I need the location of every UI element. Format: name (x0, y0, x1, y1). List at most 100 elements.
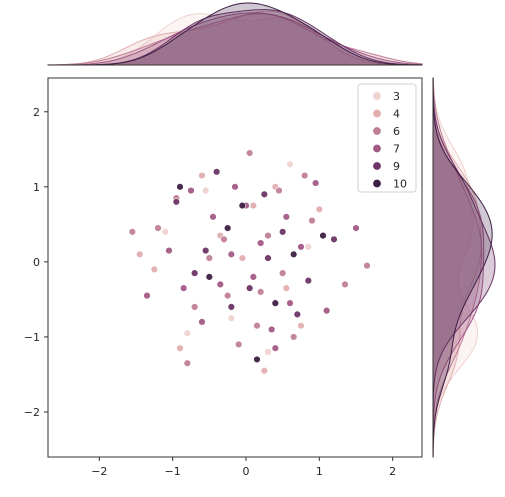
scatter-point-hue-7 (216, 280, 225, 289)
scatter-point-hue-7 (209, 213, 217, 221)
scatter-point-hue-7 (352, 224, 360, 232)
scatter-point-hue-9 (212, 168, 221, 176)
legend-marker (372, 126, 382, 136)
scatter-point-hue-9 (201, 246, 210, 255)
scatter-point-hue-7 (311, 179, 320, 187)
scatter-point-hue-7 (179, 284, 188, 292)
y-tick-label: 0 (33, 256, 40, 269)
scatter-point-hue-7 (267, 325, 276, 334)
top-marginal-kde (47, 2, 423, 66)
legend-label: 4 (393, 108, 400, 121)
top-kde-hue-4 (47, 10, 423, 66)
scatter-point-hue-6 (223, 291, 232, 300)
right-kde-hue-10 (432, 77, 493, 458)
right-kde-hue-6 (432, 77, 483, 458)
scatter-point-hue-6 (256, 288, 265, 296)
scatter-point-hue-9 (227, 303, 236, 311)
scatter-point-hue-10 (223, 224, 232, 232)
joint-axes-frame (47, 77, 423, 458)
y-tick-label: −1 (24, 331, 40, 344)
right-kde-hue-9 (432, 77, 496, 457)
legend-label: 10 (393, 178, 407, 191)
right-kde-hue-3 (432, 77, 479, 458)
scatter-point-hue-7 (249, 273, 258, 281)
scatter-point-hue-6 (289, 333, 298, 341)
x-tick-label: 2 (389, 465, 396, 478)
scatter-point-hue-4 (176, 344, 184, 352)
scatter-point-hue-6 (205, 254, 214, 262)
legend-marker (372, 144, 382, 154)
legend: 3 4 6 7 9 10 (357, 83, 417, 193)
legend-label: 3 (393, 90, 400, 103)
scatter-point-hue-7 (143, 291, 151, 300)
scatter-point-hue-9 (172, 198, 181, 206)
legend-label: 9 (393, 160, 400, 173)
scatter-point-hue-7 (286, 299, 294, 307)
scatter-point-hue-6 (341, 280, 349, 289)
scatter-point-hue-3 (227, 314, 236, 322)
scatter-point-hue-6 (253, 321, 261, 330)
scatter-point-hue-6 (190, 303, 199, 311)
scatter-point-hue-3 (264, 348, 272, 356)
scatter-point-hue-6 (275, 186, 283, 195)
scatter-point-hue-4 (260, 366, 269, 375)
legend-marker (372, 161, 382, 171)
scatter-point-hue-4 (282, 284, 291, 292)
right-marginal-kde (432, 77, 496, 458)
scatter-point-hue-7 (271, 344, 280, 352)
scatter-point-hue-6 (245, 149, 254, 157)
y-axis: −2 −1 0 1 2 (24, 106, 48, 419)
x-tick-label: −1 (165, 465, 181, 478)
top-kde-hue-7 (47, 12, 423, 66)
scatter-point-hue-4 (135, 250, 144, 259)
scatter-point-hue-9 (245, 284, 254, 292)
scatter-point-hue-7 (165, 246, 173, 255)
scatter-point-hue-10 (271, 299, 280, 307)
legend-marker (372, 91, 382, 101)
scatter-point-hue-9 (304, 276, 313, 285)
scatter-point-hue-7 (227, 250, 236, 259)
scatter-point-hue-6 (300, 171, 309, 180)
scatter-point-hue-9 (278, 228, 287, 236)
legend-box (357, 83, 417, 193)
scatter-point-hue-6 (308, 216, 316, 225)
scatter-point-hue-7 (187, 186, 195, 195)
scatter-point-hue-7 (322, 306, 331, 315)
scatter-point-hue-9 (260, 190, 269, 199)
legend-label: 6 (393, 125, 400, 138)
scatter-point-hue-10 (176, 183, 184, 191)
scatter-point-hue-3 (183, 329, 192, 337)
legend-label: 7 (393, 143, 400, 156)
legend-marker (372, 109, 382, 119)
scatter-point-hue-6 (363, 261, 371, 270)
scatter-point-hue-6 (183, 359, 192, 367)
scatter-point-hue-4 (315, 205, 324, 214)
scatter-point-hue-9 (330, 235, 338, 244)
x-axis: −2 −1 0 1 2 (91, 457, 396, 478)
scatter-point-hue-6 (220, 235, 228, 244)
scatter-point-hue-6 (128, 228, 137, 236)
scatter-point-hue-6 (154, 224, 162, 232)
scatter-point-hue-6 (278, 269, 287, 277)
scatter-point-hue-4 (297, 321, 305, 330)
x-tick-label: −2 (91, 465, 107, 478)
y-tick-label: 1 (33, 181, 40, 194)
scatter-point-hue-7 (198, 318, 206, 326)
scatter-point-hue-7 (297, 243, 305, 251)
scatter-points (128, 149, 371, 375)
scatter-point-hue-4 (150, 265, 159, 274)
scatter-point-hue-4 (249, 201, 258, 210)
scatter-point-hue-3 (304, 243, 313, 251)
scatter-point-hue-10 (319, 231, 327, 240)
scatter-point-hue-3 (201, 186, 210, 195)
x-tick-label: 1 (316, 465, 323, 478)
scatter-point-hue-10 (238, 201, 247, 210)
scatter-point-hue-6 (234, 340, 243, 349)
scatter-point-hue-4 (238, 254, 247, 262)
scatter-point-hue-7 (256, 239, 265, 247)
scatter-point-hue-10 (253, 355, 261, 364)
scatter-point-hue-9 (264, 254, 272, 262)
scatter-point-hue-3 (161, 228, 170, 236)
scatter-point-hue-10 (289, 250, 298, 259)
top-kde-hue-6 (47, 13, 423, 66)
